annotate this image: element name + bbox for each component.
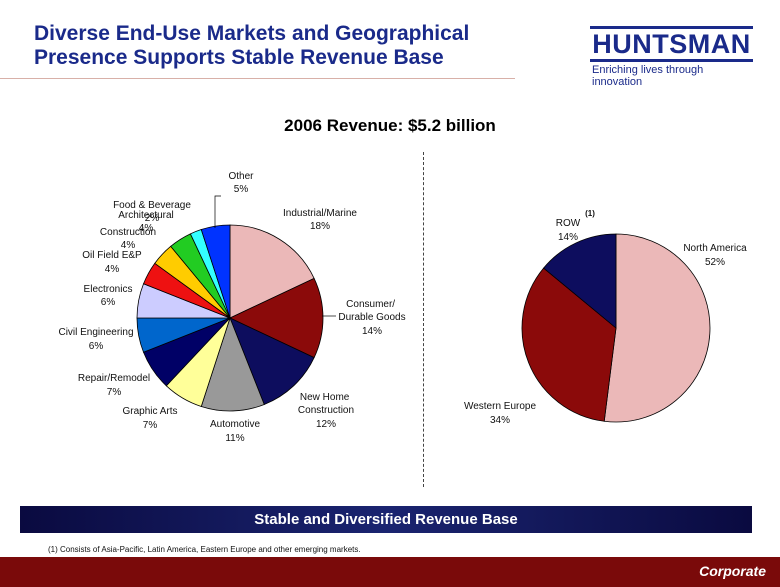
label-other: Other: [228, 171, 254, 182]
pct-construction: 4%: [121, 240, 136, 251]
end-use-slice-new-home-construction: [229, 317, 315, 405]
pct-other: 5%: [234, 184, 249, 195]
pie-charts: Other 5% Industrial/Marine 18% Food & Be…: [58, 171, 747, 444]
label-new-home-line2: Construction: [298, 405, 354, 416]
label-architectural: Architectural: [118, 210, 174, 221]
label-consumer-line2: Durable Goods: [338, 312, 405, 323]
label-graphic-arts: Graphic Arts: [122, 406, 177, 417]
pct-western-europe: 34%: [490, 415, 510, 426]
pct-automotive: 11%: [225, 433, 244, 444]
leader-lines: [214, 195, 336, 317]
pct-row: 14%: [558, 232, 578, 243]
slide-title-line1: Diverse End-Use Markets and Geographical: [34, 22, 470, 45]
geo-slice-north-america: [603, 233, 711, 423]
section-label: Corporate: [699, 563, 766, 579]
chart-heading: 2006 Revenue: $5.2 billion: [284, 116, 496, 135]
label-new-home: New Home Construction: [298, 392, 354, 416]
logo-top-bar: [590, 26, 753, 29]
geographic-labels: North America 52% Western Europe 34% ROW…: [464, 209, 747, 426]
pct-industrial-marine: 18%: [310, 221, 330, 232]
bottom-bar: Corporate: [0, 557, 780, 587]
end-use-markets-pie: [136, 224, 324, 412]
label-industrial-marine: Industrial/Marine: [283, 208, 357, 219]
pct-consumer: 14%: [362, 326, 382, 337]
slide-title-line2: Presence Supports Stable Revenue Base: [34, 46, 444, 69]
label-consumer-line1: Consumer/: [346, 299, 395, 310]
label-automotive: Automotive: [210, 419, 260, 430]
label-electronics: Electronics: [84, 284, 133, 295]
geo-slice-row: [543, 233, 617, 329]
footnote: (1) Consists of Asia-Pacific, Latin Amer…: [48, 545, 361, 554]
logo-tagline: Enriching lives through innovation: [592, 64, 704, 88]
end-use-slice-industrial-marine: [229, 224, 315, 319]
label-consumer: Consumer/ Durable Goods: [338, 299, 405, 323]
pct-electronics: 6%: [101, 297, 116, 308]
label-row: ROW: [556, 218, 581, 229]
logo-wordmark: HUNTSMAN: [592, 29, 751, 59]
label-north-america: North America: [683, 243, 747, 254]
label-repair-remodel: Repair/Remodel: [78, 373, 150, 384]
chart-divider: [423, 152, 424, 487]
label-civil-engineering: Civil Engineering: [58, 327, 133, 338]
geo-slice-western-europe: [521, 267, 617, 422]
geographic-pie: [521, 233, 711, 423]
end-use-labels: Other 5% Industrial/Marine 18% Food & Be…: [58, 171, 405, 444]
label-western-europe: Western Europe: [464, 401, 537, 412]
label-construction: Construction: [100, 227, 156, 238]
label-oil-field: Oil Field E&P: [82, 250, 142, 261]
slide-title: Diverse End-Use Markets and Geographical…: [34, 22, 469, 70]
leader-other: [214, 195, 221, 228]
end-use-slice-consumer-durable-goods: [229, 277, 324, 359]
label-new-home-line1: New Home: [300, 392, 350, 403]
pct-architectural: 4%: [139, 223, 154, 234]
pct-oil-field: 4%: [105, 264, 120, 275]
end-use-slice-other: [200, 224, 231, 319]
summary-banner: Stable and Diversified Revenue Base: [20, 506, 752, 533]
row-footnote-mark: (1): [585, 209, 595, 218]
pct-north-america: 52%: [705, 257, 725, 268]
pct-civil-engineering: 6%: [89, 341, 104, 352]
pct-repair-remodel: 7%: [107, 387, 122, 398]
pct-new-home: 12%: [316, 419, 336, 430]
title-rule: [0, 78, 515, 79]
logo-bottom-bar: [590, 59, 753, 62]
pct-graphic-arts: 7%: [143, 420, 158, 431]
label-food-beverage: Food & Beverage: [113, 200, 191, 211]
pct-food-beverage: 2%: [145, 213, 160, 224]
huntsman-logo: HUNTSMAN Enriching lives through innovat…: [590, 26, 755, 88]
